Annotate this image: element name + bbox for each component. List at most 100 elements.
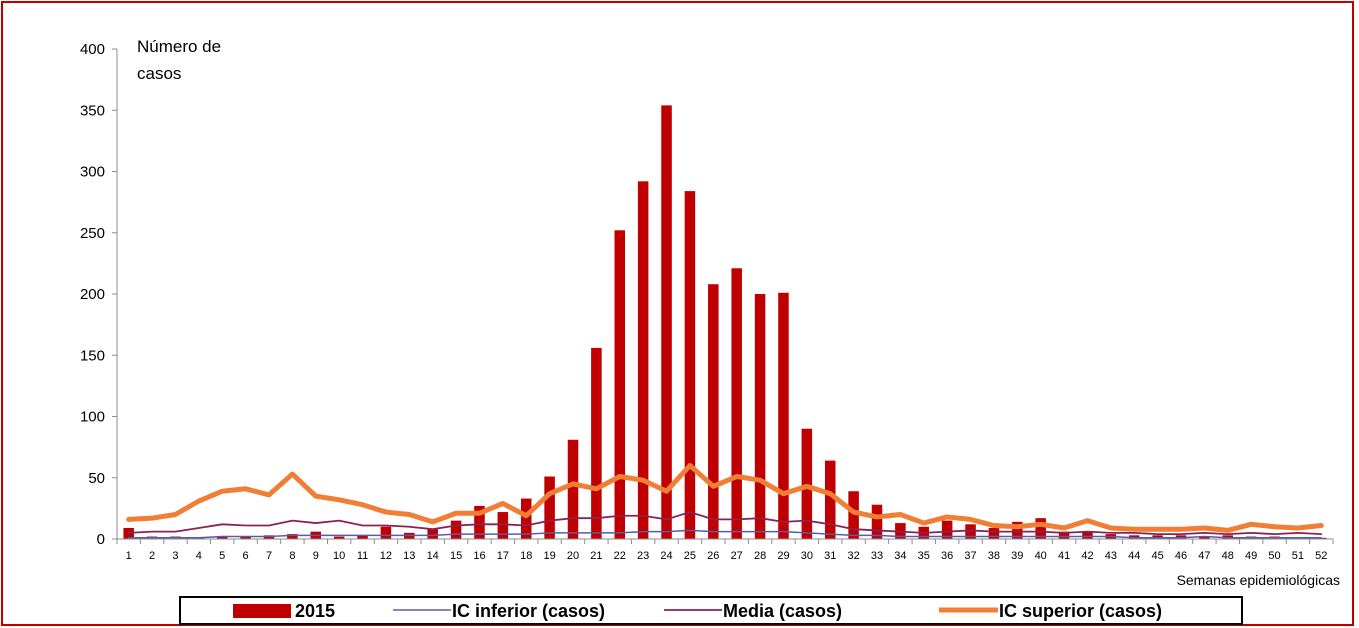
x-tick-label: 42	[1081, 550, 1093, 562]
bar-2015-week-28	[754, 294, 766, 539]
x-tick-label: 14	[427, 550, 439, 562]
bar-2015-week-32	[848, 491, 859, 539]
y-tick-label: 200	[80, 286, 105, 303]
bar-2015-week-14	[427, 529, 438, 539]
bar-2015-week-16	[474, 505, 485, 539]
x-tick-label: 50	[1268, 550, 1280, 562]
line-series-media-casos	[127, 511, 1323, 535]
x-tick-label: 34	[894, 550, 906, 562]
x-tick-label: 2	[149, 550, 155, 562]
x-tick-label: 39	[1011, 550, 1023, 562]
x-tick-label: 27	[731, 550, 743, 562]
x-tick-label: 25	[684, 550, 696, 562]
x-tick-label: 44	[1128, 550, 1140, 562]
x-tick-label: 22	[614, 550, 626, 562]
x-tick-label: 36	[941, 550, 953, 562]
x-tick-label: 18	[520, 550, 532, 562]
bar-2015-week-24	[661, 105, 672, 539]
x-tick-label: 48	[1222, 550, 1234, 562]
bar-series-2015	[123, 105, 1327, 540]
x-tick-label: 49	[1245, 550, 1257, 562]
line-series-ic-inferior-casos	[127, 529, 1323, 539]
x-tick-label: 41	[1058, 550, 1070, 562]
x-tick-label: 47	[1198, 550, 1210, 562]
x-tick-label: 4	[196, 550, 202, 562]
bar-2015-week-18	[520, 498, 532, 539]
x-tick-label: 33	[871, 550, 883, 562]
bar-2015-week-27	[731, 268, 742, 539]
y-tick-label: 0	[97, 531, 105, 548]
line-series	[126, 463, 1324, 539]
bar-2015-week-10	[333, 536, 345, 539]
bar-2015-week-41	[1058, 531, 1070, 539]
x-tick-label: 35	[918, 550, 930, 562]
x-axis-ticks: 1 2 3 4 5 6 7 8 9 10 11 12 13 14 15 16 17 18 19 20 21 22 23 24 2…	[116, 539, 1334, 562]
x-tick-label: 17	[497, 550, 509, 562]
x-tick-label: 30	[801, 550, 813, 562]
legend-label-ic-superior: IC superior (casos)	[999, 601, 1162, 621]
bar-2015-week-21	[591, 347, 602, 539]
x-tick-label: 32	[847, 550, 859, 562]
y-tick-label: 100	[80, 409, 105, 426]
bar-2015-week-29	[778, 292, 789, 539]
bar-2015-week-12	[380, 526, 392, 539]
y-tick-label: 150	[80, 347, 105, 364]
bar-2015-week-22	[614, 230, 626, 540]
legend-swatch-2015	[233, 604, 291, 618]
x-tick-label: 51	[1292, 550, 1304, 562]
x-tick-label: 11	[357, 550, 368, 562]
x-tick-label: 40	[1035, 550, 1047, 562]
bar-2015-week-5	[216, 536, 228, 539]
x-axis-label: Semanas epidemiológicas	[1177, 572, 1340, 588]
bar-2015-week-39	[1012, 521, 1023, 539]
bar-2015-week-8	[287, 534, 298, 539]
bar-2015-week-40	[1035, 518, 1046, 539]
x-tick-label: 52	[1315, 550, 1327, 562]
bar-2015-week-38	[988, 527, 1000, 539]
legend-label-media: Media (casos)	[723, 601, 842, 621]
bar-2015-week-26	[708, 284, 719, 539]
bar-2015-week-6	[240, 536, 251, 539]
x-tick-label: 6	[243, 550, 249, 562]
axes	[116, 49, 1333, 540]
x-tick-label: 38	[988, 550, 1000, 562]
bar-2015-week-31	[824, 460, 836, 539]
x-tick-label: 8	[289, 550, 295, 562]
x-tick-label: 31	[824, 550, 836, 562]
x-tick-label: 9	[313, 550, 319, 562]
bar-2015-week-33	[871, 504, 883, 539]
x-tick-label: 46	[1175, 550, 1187, 562]
line-series-ic-superior-casos	[126, 463, 1324, 533]
x-tick-label: 13	[403, 550, 415, 562]
bar-2015-week-20	[567, 439, 579, 539]
x-tick-label: 24	[660, 550, 672, 562]
x-tick-label: 43	[1105, 550, 1117, 562]
bar-2015-week-23	[637, 181, 649, 540]
bar-2015-week-37	[965, 524, 976, 539]
x-tick-label: 10	[333, 550, 345, 562]
bar-2015-week-36	[941, 520, 953, 540]
bar-2015-week-25	[684, 191, 696, 539]
legend: 2015 IC inferior (casos) Media (casos) I…	[179, 596, 1243, 625]
y-axis-label-line1: Número de	[137, 37, 221, 56]
x-tick-label: 3	[172, 550, 178, 562]
bar-2015-week-19	[544, 476, 555, 539]
bar-2015-week-15	[450, 520, 462, 540]
x-tick-label: 26	[707, 550, 719, 562]
x-tick-label: 7	[266, 550, 272, 562]
legend-label-2015: 2015	[295, 601, 335, 621]
x-tick-label: 20	[567, 550, 579, 562]
bar-2015-week-47	[1199, 536, 1210, 539]
y-tick-label: 400	[80, 41, 105, 58]
x-tick-label: 29	[777, 550, 789, 562]
x-tick-label: 12	[380, 550, 392, 562]
bar-2015-week-11	[357, 535, 368, 539]
x-tick-label: 15	[450, 550, 462, 562]
bar-2015-week-42	[1082, 531, 1093, 539]
y-tick-label: 300	[80, 164, 105, 181]
y-tick-label: 250	[80, 225, 105, 242]
x-tick-label: 45	[1151, 550, 1163, 562]
x-tick-label: 1	[126, 550, 132, 562]
x-tick-label: 28	[754, 550, 766, 562]
